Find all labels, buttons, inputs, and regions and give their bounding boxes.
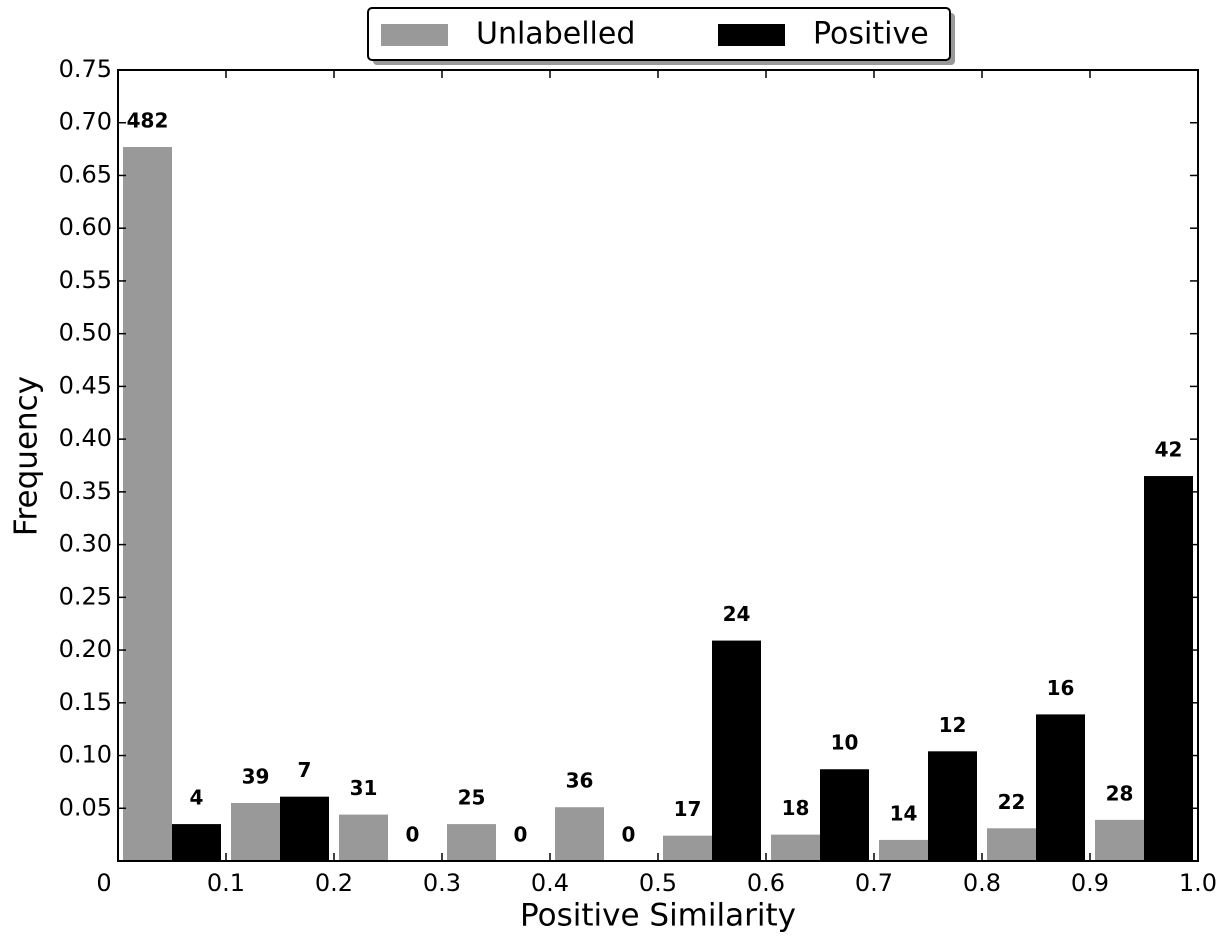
y-tick-label: 0.25 — [59, 582, 112, 610]
value-label: 0 — [406, 823, 420, 847]
y-tick-label: 0.30 — [59, 530, 112, 558]
bar — [123, 146, 172, 861]
value-label: 28 — [1106, 781, 1134, 805]
value-label: 0 — [622, 823, 636, 847]
x-tick-label: 0.6 — [747, 869, 785, 897]
y-tick-label: 0.45 — [59, 371, 112, 399]
x-tick-label: 0.1 — [207, 869, 245, 897]
x-tick-label: 0.5 — [639, 869, 677, 897]
x-tick-label: 0.3 — [423, 869, 461, 897]
value-label: 18 — [782, 796, 810, 820]
bar — [879, 839, 928, 861]
value-label: 17 — [674, 797, 702, 821]
bar — [447, 824, 496, 861]
y-tick-label: 0.20 — [59, 635, 112, 663]
x-tick-label: 0.7 — [855, 869, 893, 897]
legend-label: Positive — [813, 17, 929, 52]
legend-swatch — [718, 24, 785, 46]
legend-label: Unlabelled — [476, 17, 635, 52]
y-tick-label: 0.75 — [59, 55, 112, 83]
bar — [771, 834, 820, 861]
y-tick-label: 0.15 — [59, 688, 112, 716]
bar — [280, 796, 329, 861]
value-label: 10 — [831, 731, 859, 755]
value-label: 482 — [127, 108, 169, 132]
y-tick-label: 0.40 — [59, 424, 112, 452]
x-tick-label: 0 — [96, 869, 111, 897]
x-tick-label: 1.0 — [1179, 869, 1217, 897]
bar — [663, 835, 712, 861]
bar — [339, 814, 388, 861]
value-label: 36 — [566, 769, 594, 793]
y-tick-label: 0.35 — [59, 477, 112, 505]
value-label: 42 — [1155, 438, 1183, 462]
legend-swatch — [381, 24, 448, 46]
y-axis-label: Frequency — [9, 376, 45, 536]
value-label: 16 — [1047, 676, 1075, 700]
y-tick-label: 0.05 — [59, 793, 112, 821]
value-label: 39 — [242, 764, 270, 788]
x-tick-label: 0.2 — [315, 869, 353, 897]
value-label: 31 — [350, 776, 378, 800]
y-tick-label: 0.70 — [59, 108, 112, 136]
y-tick-label: 0.55 — [59, 266, 112, 294]
x-tick-label: 0.8 — [963, 869, 1001, 897]
bar — [555, 807, 604, 861]
bar — [231, 802, 280, 861]
bar — [1144, 476, 1193, 861]
bar — [1095, 819, 1144, 861]
y-tick-label: 0.65 — [59, 160, 112, 188]
bar — [712, 640, 761, 861]
bar — [928, 751, 977, 861]
bar — [820, 769, 869, 861]
value-label: 4 — [190, 786, 204, 810]
value-label: 22 — [998, 790, 1026, 814]
x-axis-label: Positive Similarity — [520, 898, 796, 934]
value-label: 12 — [939, 713, 967, 737]
x-tick-label: 0.4 — [531, 869, 569, 897]
y-tick-label: 0.10 — [59, 741, 112, 769]
value-label: 14 — [890, 801, 918, 825]
bar — [172, 824, 221, 861]
value-label: 7 — [298, 758, 312, 782]
legend — [367, 7, 951, 61]
bar — [1036, 714, 1085, 861]
value-label: 24 — [723, 602, 751, 626]
y-tick-label: 0.50 — [59, 319, 112, 347]
value-label: 25 — [458, 786, 486, 810]
x-tick-label: 0.9 — [1071, 869, 1109, 897]
value-label: 0 — [514, 823, 528, 847]
bar — [987, 828, 1036, 861]
y-tick-label: 0.60 — [59, 213, 112, 241]
